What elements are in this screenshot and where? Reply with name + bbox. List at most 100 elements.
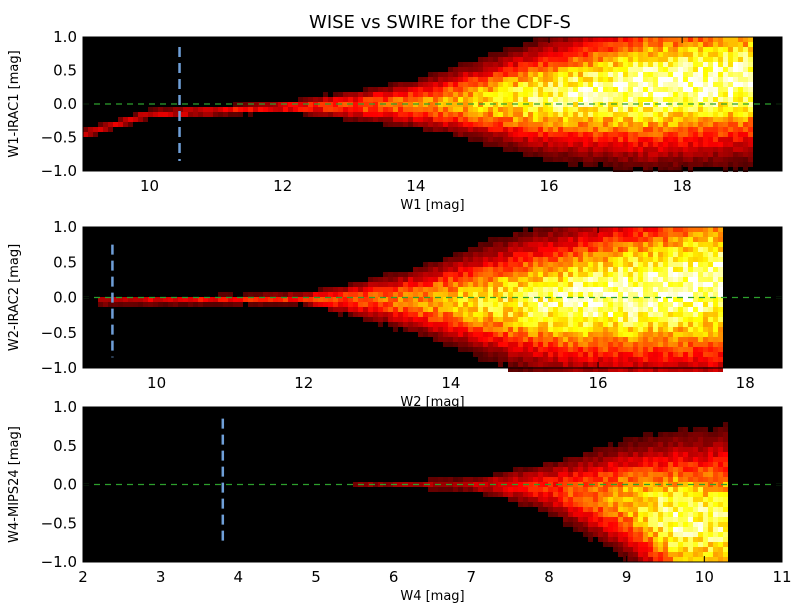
density-cell [418, 272, 423, 277]
density-cell [388, 307, 393, 312]
density-cell [743, 72, 748, 77]
density-cell [633, 162, 638, 167]
density-cell [543, 262, 548, 267]
density-cell [143, 297, 148, 302]
density-cell [648, 237, 653, 242]
density-cell [523, 312, 528, 317]
density-cell [673, 322, 678, 327]
density-cell [413, 122, 418, 127]
density-cell [748, 112, 753, 117]
density-cell [438, 107, 443, 112]
density-cell [533, 367, 538, 372]
density-cell [653, 542, 658, 547]
density-cell [608, 327, 613, 332]
density-cell [498, 292, 503, 297]
density-cell [248, 302, 253, 307]
density-cell [588, 457, 593, 462]
density-cell [233, 297, 238, 302]
density-cell [523, 262, 528, 267]
density-cell [453, 277, 458, 282]
density-cell [668, 167, 673, 172]
density-cell [563, 107, 568, 112]
density-cell [643, 552, 648, 557]
density-cell [543, 277, 548, 282]
density-cell [548, 137, 553, 142]
density-cell [503, 332, 508, 337]
density-cell [338, 292, 343, 297]
density-cell [723, 527, 728, 532]
density-cell [688, 322, 693, 327]
density-cell [653, 67, 658, 72]
density-cell [693, 522, 698, 527]
density-cell [648, 362, 653, 367]
density-cell [653, 117, 658, 122]
density-cell [638, 442, 643, 447]
density-cell [688, 467, 693, 472]
density-cell [748, 72, 753, 77]
density-cell [213, 107, 218, 112]
density-cell [748, 57, 753, 62]
density-cell [688, 547, 693, 552]
density-cell [528, 232, 533, 237]
density-cell [668, 502, 673, 507]
density-cell [643, 282, 648, 287]
density-cell [663, 252, 668, 257]
density-cell [523, 87, 528, 92]
density-cell [513, 267, 518, 272]
density-cell [598, 92, 603, 97]
density-cell [618, 132, 623, 137]
density-cell [638, 132, 643, 137]
density-cell [673, 367, 678, 372]
density-cell [613, 332, 618, 337]
density-cell [708, 37, 713, 42]
density-cell [503, 267, 508, 272]
density-cell [548, 337, 553, 342]
density-cell [683, 487, 688, 492]
density-cell [488, 252, 493, 257]
density-cell [468, 327, 473, 332]
density-cell [623, 232, 628, 237]
density-cell [683, 77, 688, 82]
density-cell [708, 242, 713, 247]
density-cell [328, 287, 333, 292]
density-cell [338, 312, 343, 317]
density-cell [718, 87, 723, 92]
density-cell [528, 347, 533, 352]
density-cell [728, 77, 733, 82]
density-cell [598, 492, 603, 497]
density-cell [463, 267, 468, 272]
density-cell [523, 287, 528, 292]
density-cell [358, 307, 363, 312]
density-cell [218, 297, 223, 302]
density-cell [453, 297, 458, 302]
density-cell [633, 452, 638, 457]
density-cell [518, 122, 523, 127]
density-cell [313, 107, 318, 112]
density-cell [708, 367, 713, 372]
density-cell [638, 462, 643, 467]
density-cell [743, 127, 748, 132]
density-cell [523, 112, 528, 117]
density-cell [558, 352, 563, 357]
density-cell [528, 312, 533, 317]
density-cell [288, 292, 293, 297]
density-cell [458, 72, 463, 77]
y-tick-label: 0.0 [53, 289, 77, 307]
density-cell [328, 112, 333, 117]
density-cell [473, 487, 478, 492]
x-tick-label: 16 [539, 177, 558, 195]
density-cell [688, 122, 693, 127]
density-cell [553, 332, 558, 337]
density-cell [468, 487, 473, 492]
density-cell [513, 92, 518, 97]
density-cell [618, 82, 623, 87]
density-cell [453, 332, 458, 337]
density-cell [708, 157, 713, 162]
density-cell [703, 327, 708, 332]
density-cell [523, 132, 528, 137]
density-cell [448, 77, 453, 82]
density-cell [663, 122, 668, 127]
density-cell [548, 82, 553, 87]
density-cell [653, 452, 658, 457]
density-cell [513, 47, 518, 52]
